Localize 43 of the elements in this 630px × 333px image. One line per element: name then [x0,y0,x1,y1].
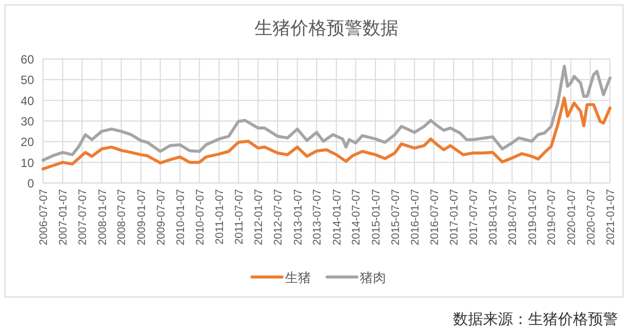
y-tick-label: 60 [20,52,34,66]
y-tick-label: 50 [20,73,34,88]
x-tick-label: 2007-07-07 [77,189,90,246]
x-tick-label: 2019-01-07 [526,189,539,246]
x-tick-label: 2019-07-07 [546,189,558,246]
x-tick-label: 2015-07-07 [390,189,402,246]
x-tick-label: 2010-01-07 [174,189,187,246]
legend-label: 生猪 [285,270,311,285]
x-tick-label: 2013-01-07 [292,189,304,246]
x-tick-label: 2021-01-07 [605,189,617,246]
legend-label: 猪肉 [360,270,386,285]
x-tick-label: 2017-07-07 [468,189,480,246]
chart-title: 生猪价格预警数据 [254,18,398,38]
x-tick-label: 2010-07-07 [194,189,206,246]
x-tick-label: 2017-01-07 [448,189,461,246]
x-tick-label: 2009-01-07 [136,189,148,246]
source-note: 数据来源：生猪价格预警 [453,311,618,328]
x-tick-label: 2009-07-07 [155,189,168,246]
y-tick-label: 0 [27,176,34,190]
x-tick-label: 2014-07-07 [350,189,363,246]
y-tick-label: 30 [20,114,34,128]
x-tick-label: 2012-07-07 [272,189,285,246]
line-series [42,64,612,162]
y-tick-label: 20 [20,135,34,150]
x-tick-label: 2020-01-07 [566,189,578,246]
line-series [42,96,612,170]
x-tick-label: 2014-01-07 [331,189,344,246]
x-tick-label: 2015-01-07 [370,189,382,246]
x-tick-label: 2018-01-07 [488,189,500,246]
x-tick-label: 2016-07-07 [428,189,441,246]
y-tick-label: 10 [20,156,34,170]
x-tick-label: 2007-01-07 [58,189,70,246]
x-tick-label: 2006-07-07 [38,189,50,246]
x-tick-label: 2008-07-07 [116,189,128,246]
x-tick-label: 2008-01-07 [96,189,109,246]
x-tick-label: 2011-07-07 [233,189,246,244]
x-tick-label: 2013-07-07 [312,189,324,246]
x-tick-label: 2012-01-07 [253,189,266,246]
x-tick-label: 2011-01-07 [214,189,226,244]
y-tick-label: 40 [20,94,34,108]
x-tick-label: 2018-07-07 [507,189,520,246]
x-tick-label: 2016-01-07 [409,189,422,246]
x-tick-label: 2020-07-07 [585,189,598,246]
